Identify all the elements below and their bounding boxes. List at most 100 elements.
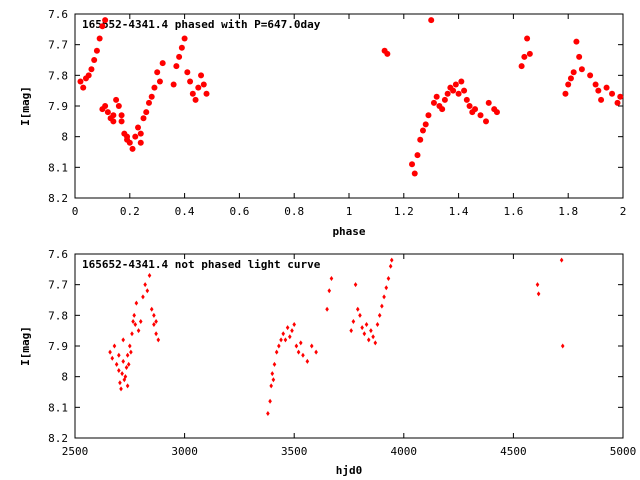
data-point bbox=[292, 322, 296, 328]
data-point bbox=[362, 331, 367, 337]
data-point bbox=[154, 331, 158, 337]
data-point bbox=[173, 63, 180, 70]
data-point bbox=[598, 96, 605, 103]
x-tick-label: 4500 bbox=[500, 445, 527, 458]
data-point bbox=[133, 322, 138, 328]
data-point bbox=[485, 99, 492, 106]
data-point bbox=[152, 322, 156, 328]
data-point bbox=[535, 282, 540, 288]
data-point bbox=[108, 349, 112, 355]
data-point bbox=[353, 282, 358, 288]
data-point bbox=[463, 96, 470, 103]
data-point bbox=[121, 358, 126, 364]
data-point bbox=[366, 337, 371, 343]
x-tick-label: 1.2 bbox=[394, 205, 414, 218]
data-point bbox=[118, 118, 125, 125]
data-point bbox=[524, 35, 531, 42]
data-point bbox=[91, 57, 98, 63]
data-points bbox=[108, 257, 565, 416]
data-point bbox=[119, 386, 123, 392]
data-point bbox=[425, 112, 432, 119]
data-point bbox=[578, 66, 585, 73]
data-point bbox=[156, 337, 161, 343]
data-point bbox=[603, 84, 610, 91]
data-point bbox=[117, 368, 121, 374]
y-tick-label: 7.7 bbox=[48, 279, 68, 292]
data-point bbox=[349, 328, 353, 334]
data-point bbox=[135, 124, 142, 131]
data-point bbox=[466, 103, 473, 109]
data-point bbox=[371, 334, 375, 340]
data-point bbox=[102, 103, 109, 109]
data-point bbox=[130, 331, 134, 337]
data-point bbox=[104, 109, 111, 116]
data-point bbox=[419, 127, 426, 134]
data-point bbox=[154, 69, 161, 76]
data-point bbox=[93, 47, 100, 54]
x-tick-label: 1.6 bbox=[503, 205, 523, 218]
data-point bbox=[382, 294, 386, 300]
data-point bbox=[134, 300, 139, 306]
data-point bbox=[294, 343, 299, 349]
data-point bbox=[290, 328, 294, 334]
data-point bbox=[126, 361, 131, 367]
data-point bbox=[461, 87, 468, 94]
y-tick-label: 7.7 bbox=[48, 39, 68, 52]
y-tick-label: 8.1 bbox=[48, 161, 68, 174]
data-point bbox=[77, 78, 84, 85]
data-point bbox=[110, 118, 117, 125]
y-tick-label: 8.1 bbox=[48, 401, 68, 414]
x-tick-label: 1 bbox=[346, 205, 353, 218]
data-point bbox=[592, 81, 599, 88]
data-point bbox=[279, 337, 283, 343]
data-point bbox=[143, 282, 147, 288]
data-point bbox=[493, 109, 500, 116]
data-point bbox=[151, 84, 158, 91]
data-point bbox=[124, 133, 131, 140]
data-point bbox=[369, 328, 373, 334]
x-tick-label: 3000 bbox=[171, 445, 198, 458]
data-point bbox=[417, 136, 424, 143]
data-point bbox=[422, 121, 429, 128]
data-point bbox=[140, 115, 147, 122]
x-tick-label: 4000 bbox=[391, 445, 418, 458]
x-tick-label: 0.4 bbox=[175, 205, 195, 218]
x-axis-label: phase bbox=[332, 225, 365, 238]
data-point bbox=[125, 352, 130, 358]
data-point bbox=[536, 291, 541, 297]
axis-ticks: 0 0.2 0.4 0.6 0.8 1 1.2 1.4 1.6 1.8 2 7.6 7.7 7.8 7.9 8… bbox=[48, 8, 626, 218]
data-point bbox=[125, 383, 130, 389]
data-point bbox=[80, 84, 87, 91]
data-point bbox=[595, 87, 602, 94]
data-point bbox=[450, 87, 457, 94]
data-point bbox=[154, 318, 158, 324]
data-point bbox=[518, 63, 525, 70]
data-point bbox=[132, 312, 136, 318]
data-point bbox=[483, 118, 489, 125]
plot-frame bbox=[74, 253, 624, 439]
data-point bbox=[195, 84, 202, 91]
y-tick-label: 8 bbox=[61, 131, 68, 144]
data-point bbox=[141, 294, 145, 300]
y-tick-label: 8.2 bbox=[48, 432, 68, 445]
data-point bbox=[113, 96, 120, 103]
data-point bbox=[329, 276, 334, 282]
data-point bbox=[472, 106, 479, 113]
data-point bbox=[452, 81, 459, 88]
data-point bbox=[560, 343, 565, 349]
data-point bbox=[477, 112, 484, 119]
data-point bbox=[99, 23, 106, 30]
data-point bbox=[364, 322, 369, 328]
data-point bbox=[178, 44, 185, 51]
data-point bbox=[430, 99, 437, 106]
data-point bbox=[129, 349, 133, 355]
data-point bbox=[145, 99, 152, 106]
data-point bbox=[137, 130, 144, 137]
data-point bbox=[441, 96, 448, 103]
x-tick-label: 1.8 bbox=[558, 205, 578, 218]
data-points bbox=[77, 17, 624, 177]
data-point bbox=[137, 139, 144, 146]
y-tick-label: 8 bbox=[61, 371, 68, 384]
data-point bbox=[138, 318, 143, 324]
